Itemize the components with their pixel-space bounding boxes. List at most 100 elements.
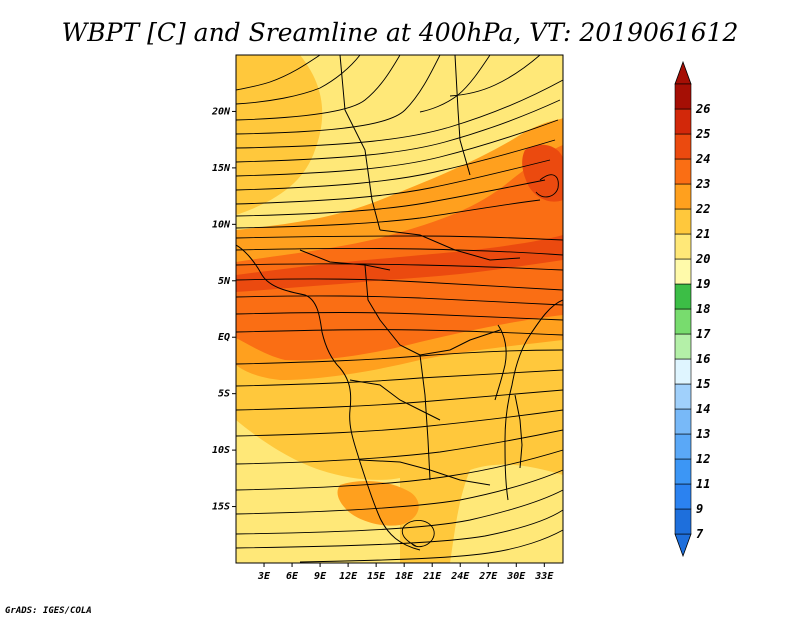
colorbar-swatch	[674, 333, 692, 360]
streamline	[236, 235, 563, 241]
software-credit: GrADS: IGES/COLA	[5, 606, 92, 616]
colorbar-swatch	[674, 258, 692, 285]
streamline	[299, 529, 563, 563]
lon-tick-label: 12E	[339, 571, 358, 582]
colorbar-swatch	[674, 383, 692, 410]
streamline	[236, 199, 541, 229]
streamline	[236, 159, 551, 205]
streamline	[236, 295, 563, 306]
lon-tick-label: 21E	[422, 571, 442, 582]
streamline	[236, 119, 559, 177]
border	[339, 55, 381, 231]
lon-tick-label: 9E	[314, 571, 327, 582]
lon-tick-label: 24E	[450, 571, 470, 582]
streamline	[535, 174, 559, 198]
streamline	[236, 489, 563, 535]
colorbar-swatch	[674, 283, 692, 310]
lon-tick-label: 15E	[367, 571, 386, 582]
lat-tick-label: 10S	[212, 445, 230, 456]
border	[364, 264, 421, 356]
colorbar-label: 21	[695, 227, 710, 241]
streamline	[236, 247, 563, 256]
wbpt-band-23	[236, 145, 563, 361]
colorbar-label: 15	[696, 377, 710, 391]
lake	[494, 324, 507, 401]
streamline	[236, 409, 563, 437]
streamline	[236, 329, 563, 336]
lat-tick-label: 15S	[212, 502, 230, 513]
wbpt-area-22-south	[337, 480, 419, 526]
borders	[236, 55, 563, 551]
colorbar-swatch	[674, 458, 692, 485]
lon-tick-label: 30E	[506, 571, 526, 582]
lat-tick-label: EQ	[218, 332, 230, 343]
colorbar-label: 20	[695, 252, 710, 266]
colorbar-label: 13	[696, 427, 710, 441]
streamline	[236, 55, 441, 135]
colorbar-swatch	[674, 408, 692, 435]
colorbar-swatch	[674, 433, 692, 460]
streamline	[236, 312, 563, 321]
streamline	[236, 369, 563, 387]
colorbar-swatch	[674, 208, 692, 235]
colorbar-top-arrow	[674, 60, 692, 85]
colorbar-swatch	[674, 308, 692, 335]
colorbar-label: 19	[696, 277, 710, 291]
streamline	[236, 389, 563, 411]
colorbar-swatch	[674, 358, 692, 385]
colorbar-label: 17	[696, 327, 711, 341]
wbpt-shading	[236, 55, 563, 563]
streamline	[236, 55, 361, 105]
colorbar-label: 14	[696, 402, 710, 416]
colorbar-swatch	[674, 108, 692, 135]
colorbar-label: 26	[695, 102, 710, 116]
colorbar-label: 22	[695, 202, 710, 216]
coastline-west	[236, 244, 421, 551]
streamline	[236, 55, 401, 121]
colorbar-swatch	[674, 133, 692, 160]
colorbar: 7 9 11 12 13 14 15 16 17 18 19 20 21 22 23 24 25 26	[674, 60, 711, 558]
border	[419, 354, 431, 481]
streamline	[236, 278, 563, 291]
colorbar-label: 18	[696, 302, 710, 316]
lat-tick-label: 10N	[212, 219, 231, 230]
lat-tick-label: 20N	[211, 106, 231, 117]
streamline	[236, 179, 546, 217]
colorbar-label: 7	[696, 527, 704, 541]
streamline	[236, 79, 563, 149]
streamline	[236, 99, 561, 163]
colorbar-label: 11	[696, 477, 710, 491]
colorbar-label: 12	[696, 452, 710, 466]
lat-tick-label: 5N	[218, 276, 231, 287]
colorbar-bottom-arrow	[674, 533, 692, 558]
border	[299, 249, 391, 271]
lon-tick-label: 3E	[257, 571, 271, 582]
colorbar-swatch	[674, 508, 692, 535]
colorbar-swatch	[674, 83, 692, 110]
streamline	[401, 520, 435, 548]
streamline	[236, 55, 321, 91]
coastline-east	[504, 299, 563, 501]
colorbar-label: 23	[695, 177, 710, 191]
latitude-axis: 20N 15N 10N 5N EQ 5S 10S 15S	[211, 106, 236, 513]
wbpt-band-24	[236, 235, 563, 292]
colorbar-swatch	[674, 183, 692, 210]
chart-title: WBPT [C] and Sreamline at 400hPa, VT: 20…	[62, 18, 739, 47]
longitude-axis: 3E 6E 9E 12E 15E 18E 21E 24E 27E 30E 33E	[257, 563, 554, 582]
lon-tick-label: 33E	[534, 571, 554, 582]
wbpt-area-20-southeast	[450, 464, 563, 563]
colorbar-swatch	[674, 483, 692, 510]
border	[379, 229, 521, 261]
wbpt-area-20-south	[236, 420, 400, 563]
streamline	[236, 469, 563, 515]
colorbar-label: 9	[696, 502, 703, 516]
wbpt-spot-24-east	[522, 144, 563, 202]
lat-tick-label: 5S	[218, 389, 230, 400]
map-frame	[235, 54, 564, 564]
border	[454, 55, 471, 176]
streamline	[236, 449, 563, 491]
colorbar-label: 24	[695, 152, 710, 166]
map-panel: 20N 15N 10N 5N EQ 5S 10S 15S 3E 6E 9E 12E 15E 18E 21E…	[211, 54, 564, 582]
streamline	[449, 55, 541, 97]
